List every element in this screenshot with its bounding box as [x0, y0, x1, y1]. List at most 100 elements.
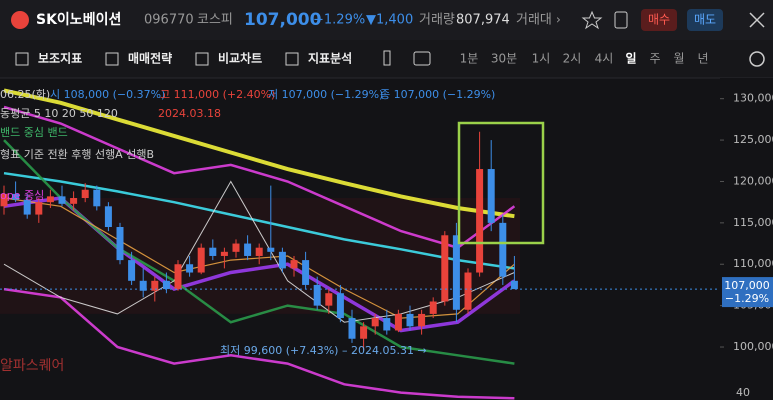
- period-button[interactable]: 4시: [595, 52, 614, 66]
- candle-body: [35, 202, 43, 215]
- axis-bg: [720, 78, 773, 400]
- candle-body: [220, 251, 228, 256]
- candle-body: [209, 247, 217, 256]
- tool-button[interactable]: 비교차트: [218, 51, 262, 66]
- period-button[interactable]: 30분: [491, 52, 517, 66]
- ohlc-low: 저 107,000 (−1.29%): [268, 88, 383, 101]
- candle-body: [325, 293, 333, 306]
- y-tick-label: 100,000: [733, 340, 773, 353]
- ohlc-high: 고 111,000 (+2.40%): [160, 88, 275, 101]
- note-icon[interactable]: [614, 11, 628, 29]
- candle-body: [476, 169, 484, 273]
- sell-label[interactable]: 매도: [694, 13, 716, 27]
- buy-label[interactable]: 매수: [648, 13, 670, 27]
- tool-icon[interactable]: [195, 52, 209, 66]
- candle-body: [58, 196, 66, 204]
- more-arrow[interactable]: ›: [556, 13, 561, 27]
- tool-icon[interactable]: [15, 52, 29, 66]
- price-tag-value: 107,000: [724, 279, 770, 292]
- tool-button[interactable]: 매매전략: [128, 51, 172, 66]
- candle-body: [429, 301, 437, 314]
- period-button[interactable]: 1시: [532, 52, 551, 66]
- high-date: 2024.03.18: [158, 107, 221, 120]
- candle-body: [394, 313, 402, 331]
- ma-legend: 동평균 5 10 20 50 120: [0, 107, 118, 120]
- period-button[interactable]: 1분: [460, 52, 479, 66]
- candle-body: [313, 284, 321, 306]
- candle-body: [360, 326, 368, 339]
- candle-body: [487, 169, 495, 223]
- value-label: 거래대: [516, 13, 552, 28]
- tool-button[interactable]: 보조지표: [38, 51, 82, 66]
- period-button[interactable]: 주: [649, 52, 660, 66]
- candle-body: [116, 226, 124, 261]
- candle-body: [267, 247, 275, 252]
- candle-body: [302, 260, 310, 285]
- candle-body: [232, 243, 240, 252]
- period-button[interactable]: 2시: [563, 52, 582, 66]
- period-button[interactable]: 일: [625, 52, 636, 66]
- change: ▼1,400: [366, 13, 413, 28]
- candle-body: [336, 293, 344, 319]
- candle-body: [290, 260, 298, 269]
- tool-icon[interactable]: [105, 52, 119, 66]
- ichimoku-legend: 형표 기준 전환 후행 선행A 선행B: [0, 148, 154, 161]
- ohlc-date: 06.25(화): [0, 88, 50, 101]
- candle-body: [70, 198, 78, 204]
- camera-icon[interactable]: [413, 51, 431, 66]
- candle-body: [104, 206, 112, 227]
- close-icon[interactable]: [749, 12, 765, 28]
- volume: 807,974: [456, 13, 510, 28]
- ohlc-close: 종 107,000 (−1.29%): [380, 88, 495, 101]
- star-icon[interactable]: [581, 10, 603, 30]
- candle-body: [383, 318, 391, 331]
- candle-body: [12, 193, 20, 200]
- candle-body: [418, 313, 426, 327]
- candle-body: [510, 280, 518, 290]
- price-tag-change: −1.29%: [725, 292, 769, 305]
- candle-body: [186, 264, 194, 273]
- period-button[interactable]: 년: [697, 52, 708, 66]
- y-tick-label: 110,000: [733, 257, 773, 270]
- candle-body: [128, 260, 136, 281]
- stock-code: 096770: [144, 13, 194, 28]
- candle-body: [23, 199, 31, 215]
- candle-icon[interactable]: [383, 50, 391, 66]
- toolbar-bg: [0, 40, 773, 78]
- sell-button[interactable]: [687, 9, 723, 31]
- candle-body: [46, 196, 54, 203]
- candle-body: [406, 313, 414, 327]
- settings-icon[interactable]: [749, 51, 765, 67]
- lower-tick-label: 40: [736, 386, 750, 399]
- candle-body: [244, 243, 252, 256]
- logo: [11, 11, 29, 29]
- candle-body: [255, 247, 263, 256]
- ohlc-open: 시 108,000 (−0.37%): [50, 88, 165, 101]
- candle-body: [348, 318, 356, 339]
- y-tick-label: 120,000: [733, 174, 773, 187]
- indicator-line: [3, 88, 515, 219]
- candle-body: [452, 235, 460, 310]
- candle-body: [151, 280, 159, 291]
- indicator-line: [3, 180, 515, 323]
- envelope-legend: ope 중심: [0, 189, 44, 202]
- candle-body: [162, 280, 170, 290]
- price: 107,000: [244, 10, 322, 30]
- candle-body: [0, 193, 8, 207]
- stock-name[interactable]: SK이노베이션: [36, 11, 121, 28]
- y-tick-label: 130,000: [733, 92, 773, 105]
- candle-body: [499, 222, 507, 277]
- y-tick-label: 125,000: [733, 133, 773, 146]
- buy-button[interactable]: [641, 9, 677, 31]
- tool-icon[interactable]: [285, 52, 299, 66]
- change-pct: −1.29%: [313, 13, 365, 28]
- watermark: 알파스퀘어: [0, 358, 64, 374]
- tool-button[interactable]: 지표분석: [308, 51, 352, 66]
- indicator-line: [3, 105, 516, 250]
- highlight-box: [457, 121, 545, 245]
- indicator-line: [3, 287, 515, 400]
- period-button[interactable]: 월: [673, 52, 684, 66]
- candle-body: [93, 189, 101, 207]
